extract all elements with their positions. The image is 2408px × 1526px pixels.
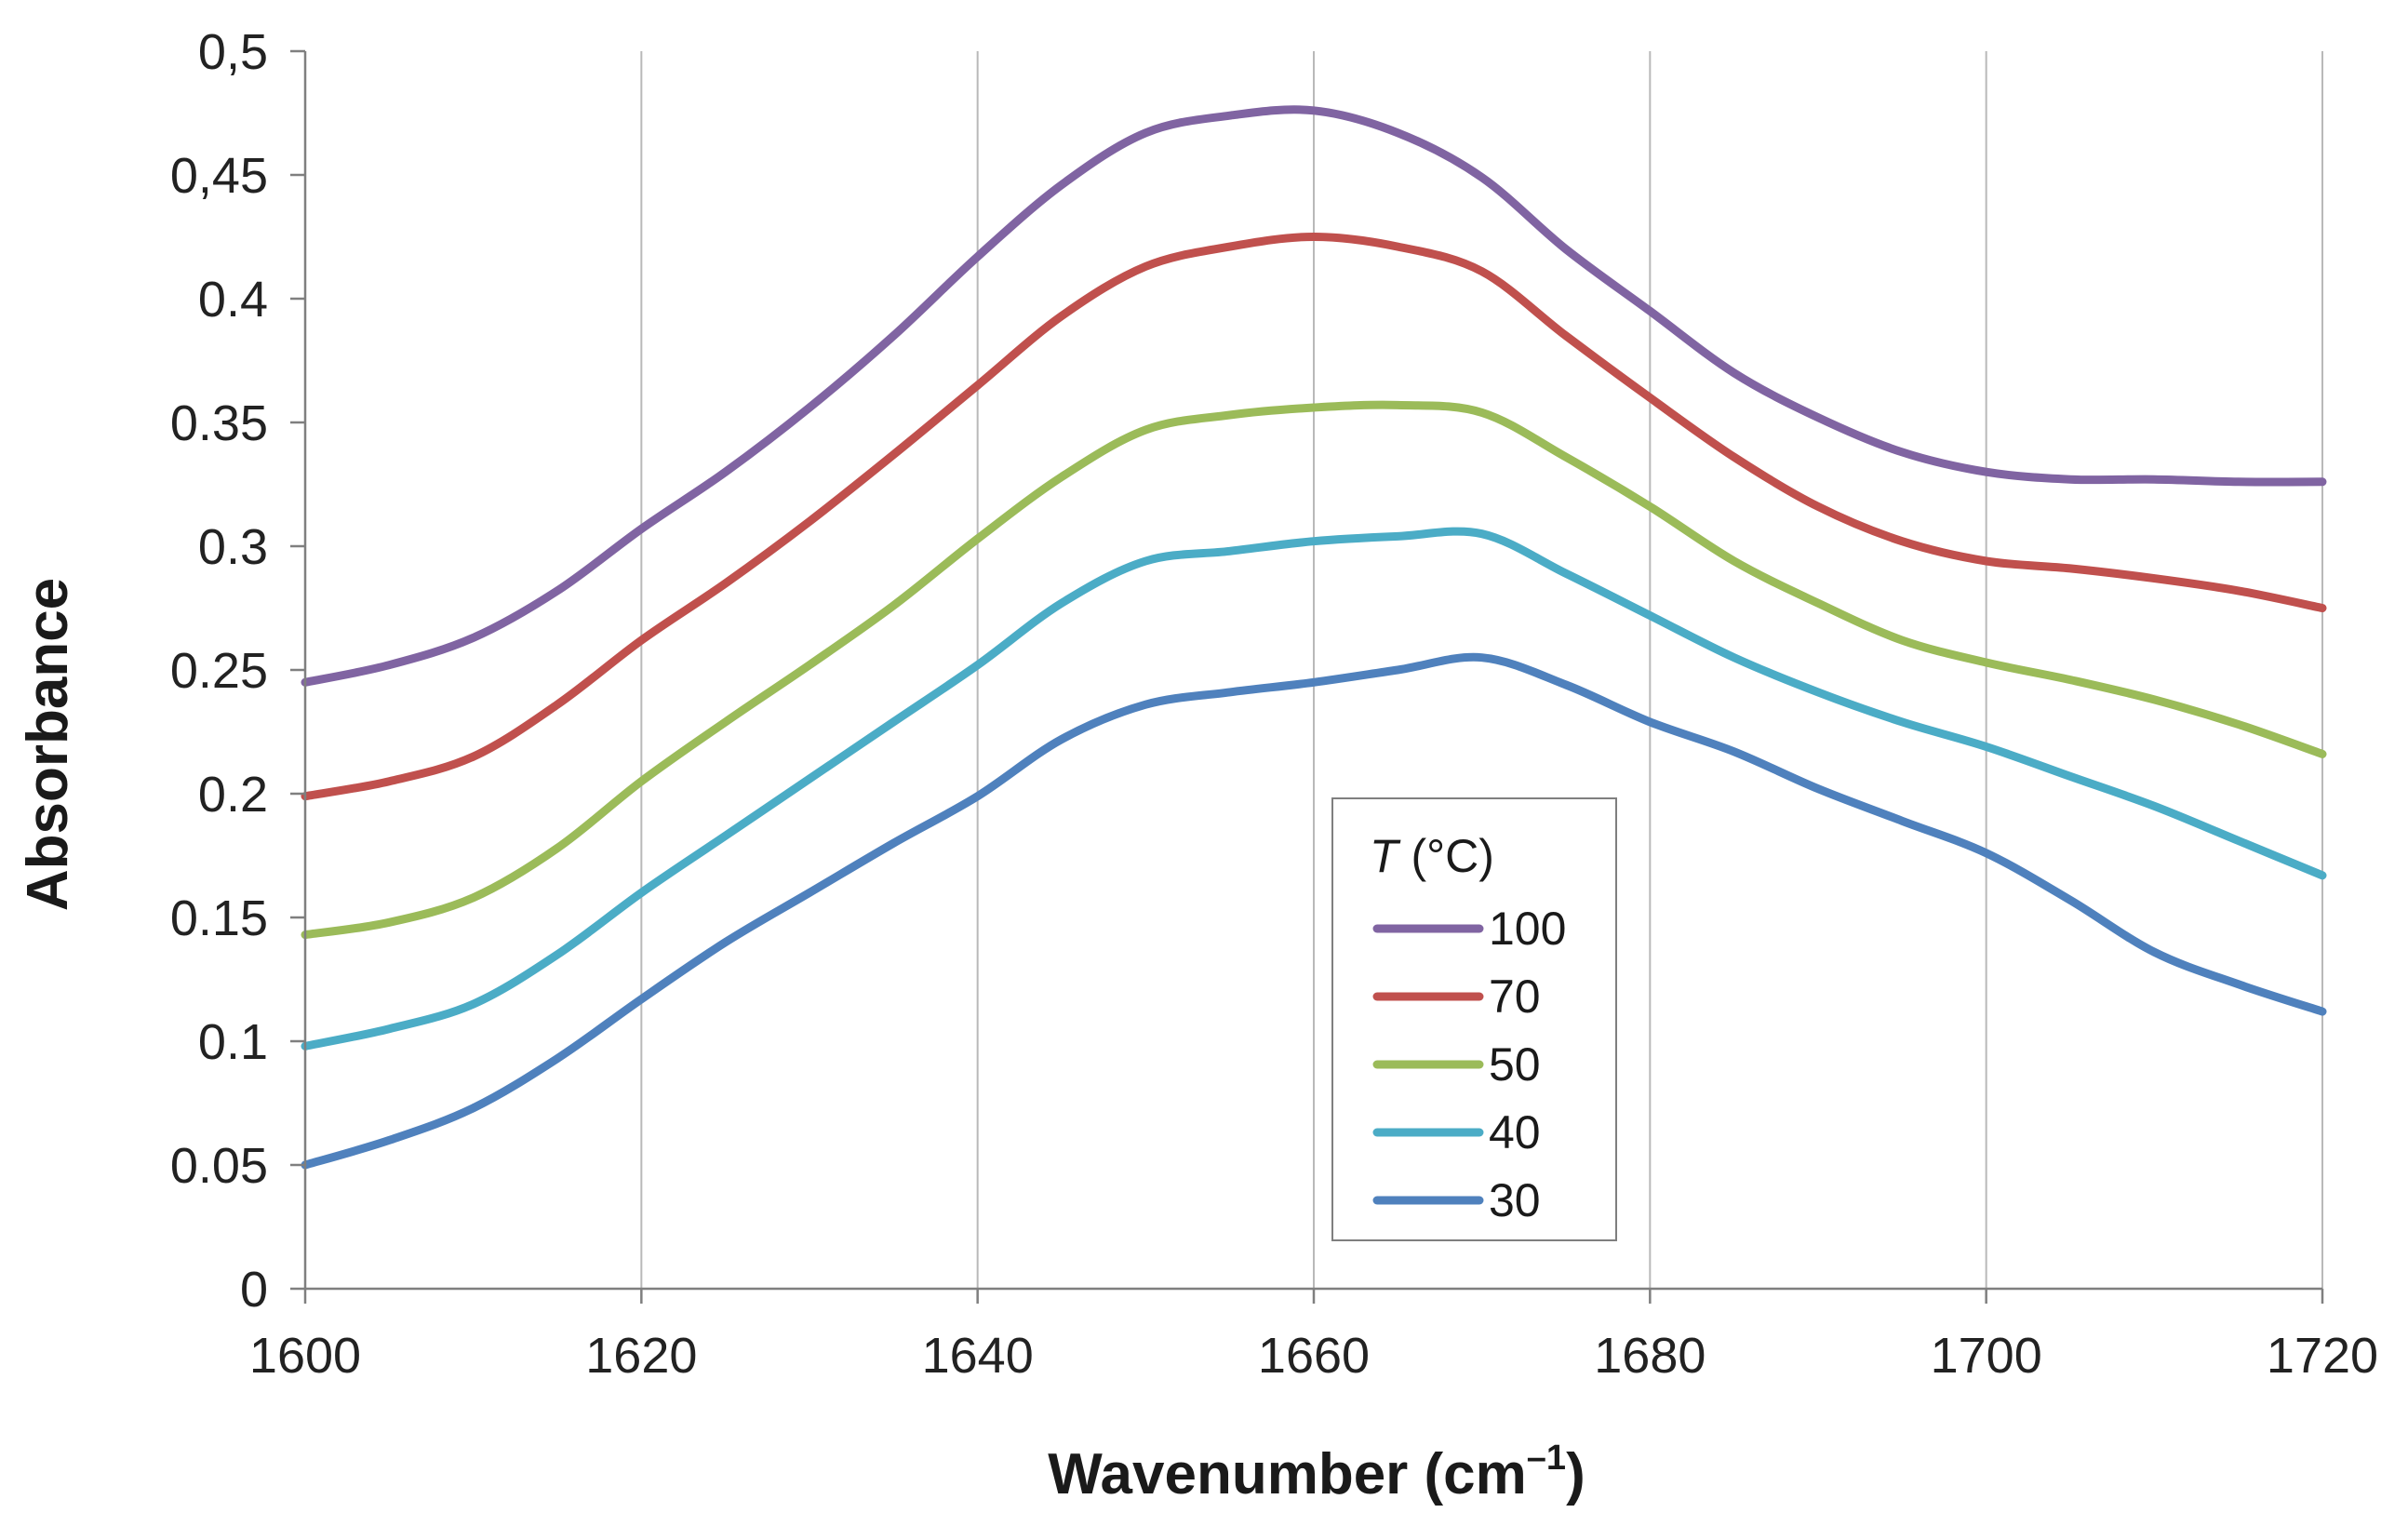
x-axis-title-superscript: –1 bbox=[1527, 1439, 1566, 1478]
x-tick-label: 1620 bbox=[585, 1328, 697, 1384]
y-tick-label: 0.2 bbox=[198, 767, 268, 823]
legend-title-unit: (°C) bbox=[1398, 830, 1494, 882]
legend-title-variable: T bbox=[1370, 830, 1401, 882]
y-tick-label: 0.3 bbox=[198, 519, 268, 575]
y-tick-label: 0,5 bbox=[198, 24, 268, 80]
series-line-100 bbox=[301, 105, 2327, 687]
series-line-70 bbox=[301, 233, 2327, 801]
legend-label-70: 70 bbox=[1489, 970, 1541, 1023]
x-tick-label: 1640 bbox=[922, 1328, 1034, 1384]
legend-label-50: 50 bbox=[1489, 1038, 1541, 1091]
series-line-40 bbox=[301, 527, 2327, 1051]
y-tick-label: 0.4 bbox=[198, 272, 268, 328]
legend-label-40: 40 bbox=[1489, 1106, 1541, 1158]
tick-labels: 0 0.05 0.1 0.15 0.2 0.25 0.3 0.35 0.4 0,45 0,5 1600… bbox=[170, 24, 2378, 1384]
legend-label-100: 100 bbox=[1489, 903, 1566, 955]
legend-entries: 100 70 50 40 30 bbox=[1372, 903, 1566, 1226]
series-line-50 bbox=[301, 400, 2327, 940]
axes bbox=[290, 49, 2324, 1304]
y-tick-label: 0.1 bbox=[198, 1014, 268, 1070]
legend-box bbox=[1331, 797, 1617, 1241]
x-axis-title-close: ) bbox=[1566, 1442, 1585, 1506]
series-line-30 bbox=[301, 652, 2327, 1170]
x-tick-label: 1680 bbox=[1594, 1328, 1706, 1384]
x-tick-label: 1660 bbox=[1258, 1328, 1370, 1384]
y-tick-label: 0.25 bbox=[170, 643, 268, 699]
y-tick-label: 0,45 bbox=[170, 148, 268, 204]
series-lines bbox=[301, 105, 2327, 1170]
y-tick-label: 0.05 bbox=[170, 1138, 268, 1194]
y-tick-label: 0 bbox=[240, 1262, 268, 1318]
x-tick-label: 1720 bbox=[2267, 1328, 2378, 1384]
x-axis-title-main: Wavenumber (cm bbox=[1048, 1442, 1527, 1506]
legend-label-30: 30 bbox=[1489, 1174, 1541, 1226]
legend: T (°C) 100 70 50 40 30 bbox=[1331, 797, 1617, 1241]
legend-title: T (°C) bbox=[1370, 830, 1494, 882]
x-axis-title: Wavenumber (cm–1) bbox=[1048, 1439, 1585, 1506]
x-tick-label: 1600 bbox=[249, 1328, 361, 1384]
x-tick-label: 1700 bbox=[1931, 1328, 2042, 1384]
y-tick-label: 0.15 bbox=[170, 890, 268, 946]
y-axis-title: Absorbance bbox=[16, 578, 80, 911]
y-tick-label: 0.35 bbox=[170, 395, 268, 451]
